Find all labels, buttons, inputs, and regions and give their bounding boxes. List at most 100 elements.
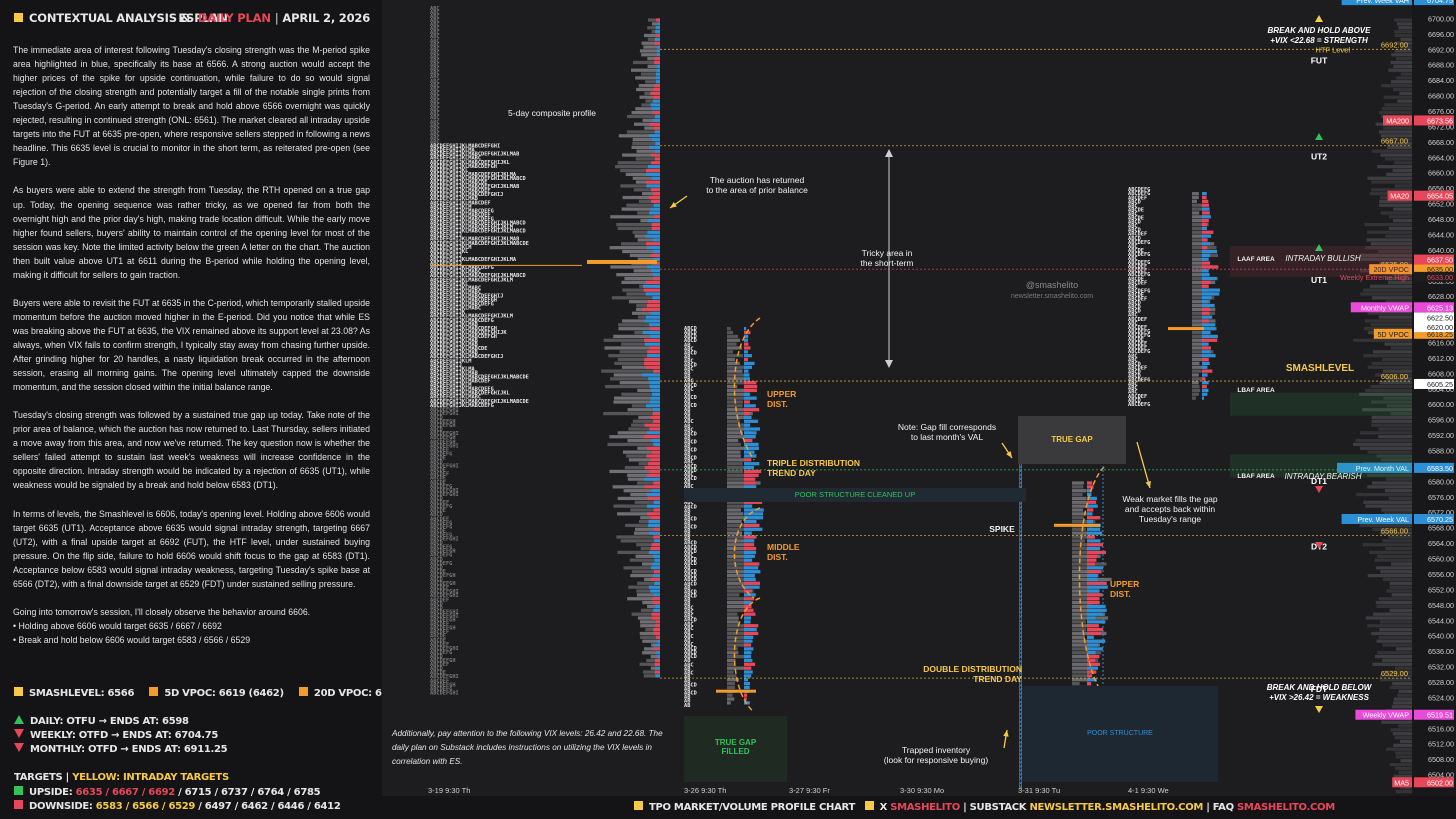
composite-volume-bar <box>633 269 660 273</box>
composite-volume-bar <box>622 319 660 323</box>
htf-level-label: HTF Level <box>1315 45 1350 54</box>
session-volume-bar <box>727 512 744 516</box>
session-delta-bar <box>744 404 756 408</box>
session-delta-bar <box>744 477 756 481</box>
tpo-letters-3-26: ABC <box>684 358 694 364</box>
wed-delta-bar <box>1202 230 1214 234</box>
tue-delta-bar <box>1087 585 1108 589</box>
tpo-letters-3-31: M <box>1019 587 1022 593</box>
right-volume-bar <box>1393 87 1412 92</box>
session-volume-bar <box>727 604 751 609</box>
tpo-letters: ABCDE <box>430 455 446 461</box>
composite-delta-bar <box>655 30 660 34</box>
right-volume-bar <box>1364 319 1412 323</box>
tag-label-box <box>1369 264 1412 275</box>
session-volume-bar <box>727 616 739 620</box>
wed-delta-bar <box>1202 199 1209 204</box>
tpo-letters-4-1: ABCDEFG <box>1128 252 1150 258</box>
tpo-letters: ABCDEFGHIJKLMABCDEFG <box>430 318 494 324</box>
wed-delta-bar <box>1202 215 1211 219</box>
composite-delta-bar <box>652 99 660 103</box>
session-delta-bar <box>744 419 759 423</box>
tpo-letters-3-26: ABCD <box>684 504 697 510</box>
right-volume-bar <box>1395 766 1412 771</box>
tpo-letters: ABCDEFGHIJKLMABCDEFGHIJKLMABCDE <box>430 241 529 247</box>
tpo-letters: ABCDEFGHIJKLMABCDEF <box>430 200 491 206</box>
composite-volume-bar <box>635 554 660 558</box>
faq-link[interactable]: SMASHELITO.COM <box>1237 802 1335 813</box>
composite-volume-bar <box>643 45 660 49</box>
tpo-letters: ABCDEFG <box>430 524 452 530</box>
x-label: 4-1 9:30 We <box>1128 786 1169 795</box>
tpo-letters-3-26: ABC <box>684 622 694 628</box>
session-volume-bar <box>727 662 735 666</box>
tpo-letters-4-1: ABCDEFG <box>1128 272 1150 278</box>
right-volume-bar <box>1377 651 1412 655</box>
right-volume-bar <box>1390 728 1412 732</box>
session-delta-bar <box>744 597 755 601</box>
wed-delta-bar <box>1202 365 1208 369</box>
target-label: UT2 <box>1311 152 1327 162</box>
session-volume-bar <box>727 581 757 585</box>
right-volume-bar <box>1365 246 1412 250</box>
right-volume-bar <box>1395 57 1412 61</box>
right-volume-bar <box>1378 203 1412 207</box>
session-delta-bar <box>744 570 761 574</box>
wed-volume-bar <box>1192 377 1203 381</box>
wed-delta-bar <box>1202 192 1207 196</box>
tpo-letters-3-26: ABC <box>684 427 694 433</box>
tpo-letters: ABCD <box>430 557 443 563</box>
price-tick-label: 6572.00 <box>1428 508 1454 517</box>
tpo-letters: ABCDEFG <box>430 451 452 457</box>
session-delta-bar <box>744 550 757 555</box>
tpo-letters: ABC <box>430 50 440 56</box>
composite-delta-bar <box>647 446 660 450</box>
lbaf-band-bottom <box>1230 454 1412 478</box>
substack-link[interactable]: NEWSLETTER.SMASHELITO.COM <box>1029 802 1204 813</box>
tpo-letters: ABCDEFGHIJKLMABCDEFGH <box>430 164 497 170</box>
tpo-letters: ABCDEFGHIJKLMABCDEFGHIJKL <box>430 160 510 166</box>
break-below-note: BREAK AND HOLD BELOW +VIX >26.42 = WEAKN… <box>1266 683 1372 702</box>
composite-delta-bar <box>656 620 660 624</box>
tpo-letters: ABCDEFGH <box>430 618 456 624</box>
session-volume-bar <box>727 608 752 612</box>
composite-volume-bar <box>642 192 660 196</box>
yellow-square-icon <box>634 801 643 810</box>
right-volume-bar <box>1389 685 1412 690</box>
composite-delta-bar <box>651 489 660 493</box>
tpo-letters: ABCDEFG <box>430 650 452 656</box>
arrow-down-icon <box>1315 486 1323 493</box>
tpo-letters-3-26: ABCD <box>684 338 697 344</box>
tpo-letters: ABCDEFGHIJKLMABCDEFGHIJKL <box>430 391 510 397</box>
session-volume-bar <box>727 477 755 481</box>
right-volume-bar <box>1385 477 1412 481</box>
tpo-letters-3-31: M <box>1019 712 1022 718</box>
tpo-letters-3-26: AB <box>684 703 690 709</box>
x-handle-link[interactable]: SMASHELITO <box>890 802 960 813</box>
tpo-letters-3-31: M <box>1019 579 1022 585</box>
narrative-paragraph: Tuesday's closing strength was followed … <box>13 410 370 491</box>
session-delta-bar <box>744 373 750 377</box>
composite-volume-bar <box>634 500 660 504</box>
composite-volume-bar <box>614 361 660 366</box>
wed-delta-bar <box>1202 242 1211 246</box>
price-tick-label: 6512.00 <box>1428 740 1454 749</box>
right-volume-bar <box>1381 720 1412 724</box>
tpo-letters: ABCDEFGHI <box>430 593 459 599</box>
tue-volume-bar <box>1072 627 1086 632</box>
composite-volume-bar <box>627 408 660 412</box>
composite-delta-bar <box>651 438 660 443</box>
price-tag-box <box>1414 709 1454 720</box>
session-volume-bar <box>727 516 760 520</box>
composite-volume-bar <box>639 49 660 53</box>
tpo-letters-3-31: M <box>1019 631 1022 637</box>
tue-volume-bar <box>1072 570 1097 574</box>
wed-volume-bar <box>1192 373 1199 377</box>
composite-volume-bar <box>647 26 660 30</box>
tpo-letters: ABCDEFGHIJKLMABCDEFG <box>430 403 494 409</box>
triple-dist-label: TRIPLE DISTRIBUTION TREND DAY <box>767 458 861 478</box>
tpo-letters-3-26: ABC <box>684 500 694 506</box>
tue-delta-bar <box>1087 492 1092 497</box>
price-tick-label: 6556.00 <box>1428 570 1454 579</box>
middle-dist-label: MIDDLE DIST. <box>767 542 800 562</box>
